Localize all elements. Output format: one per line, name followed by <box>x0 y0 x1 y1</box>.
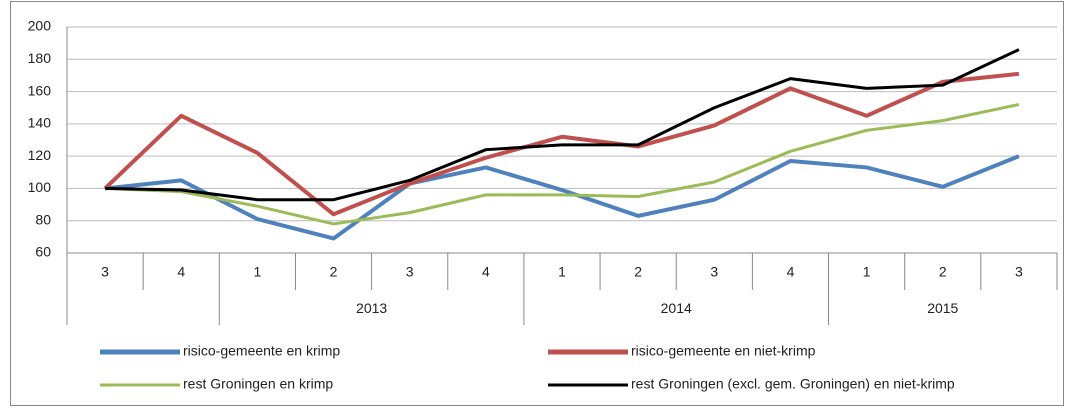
y-tick-label: 200 <box>28 18 52 34</box>
x-tick-label: 4 <box>177 264 185 280</box>
x-tick-label: 1 <box>863 264 871 280</box>
chart-frame <box>10 1 1064 406</box>
series-line <box>104 154 1020 241</box>
group-label: 2013 <box>356 300 387 316</box>
group-label: 2014 <box>661 300 692 316</box>
series-line <box>105 48 1020 202</box>
x-tick-label: 3 <box>710 264 718 280</box>
x-tick-label: 2 <box>330 264 338 280</box>
y-tick-label: 80 <box>35 211 51 227</box>
legend-label: risico-gemeente en krimp <box>183 343 340 359</box>
legend-label: rest Groningen (excl. gem. Groningen) en… <box>631 376 955 392</box>
y-tick-label: 120 <box>28 147 52 163</box>
x-tick-label: 3 <box>406 264 414 280</box>
series-line <box>105 103 1020 226</box>
x-tick-label: 1 <box>558 264 566 280</box>
legend-label: rest Groningen en krimp <box>183 376 333 392</box>
series-line <box>103 71 1020 217</box>
x-tick-label: 4 <box>787 264 795 280</box>
y-tick-label: 180 <box>28 50 52 66</box>
x-tick-label: 4 <box>482 264 490 280</box>
y-tick-label: 140 <box>28 115 52 131</box>
x-tick-label: 2 <box>939 264 947 280</box>
y-tick-label: 60 <box>35 244 51 260</box>
y-tick-label: 100 <box>28 179 52 195</box>
x-tick-label: 1 <box>253 264 261 280</box>
x-tick-label: 2 <box>634 264 642 280</box>
legend-label: risico-gemeente en niet-krimp <box>631 343 816 359</box>
x-tick-label: 3 <box>101 264 109 280</box>
y-tick-label: 160 <box>28 82 52 98</box>
group-label: 2015 <box>927 300 958 316</box>
x-tick-label: 3 <box>1015 264 1023 280</box>
